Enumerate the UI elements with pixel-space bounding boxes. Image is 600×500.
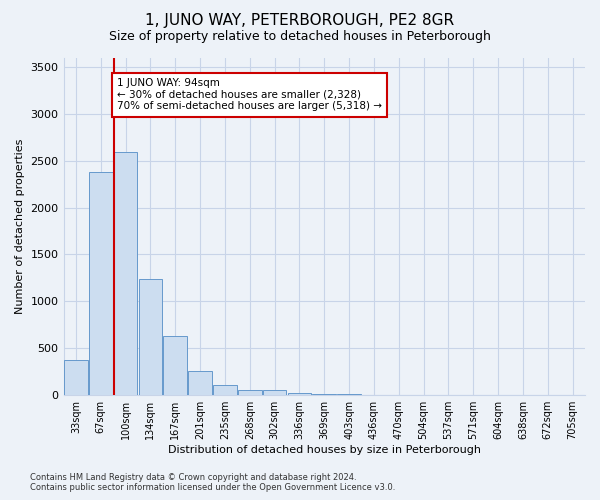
Text: Contains HM Land Registry data © Crown copyright and database right 2024.
Contai: Contains HM Land Registry data © Crown c… bbox=[30, 473, 395, 492]
Y-axis label: Number of detached properties: Number of detached properties bbox=[15, 138, 25, 314]
Bar bbox=[89, 172, 113, 395]
Bar bbox=[313, 394, 336, 395]
Bar bbox=[213, 386, 237, 395]
Bar bbox=[238, 390, 262, 395]
Text: 1, JUNO WAY, PETERBOROUGH, PE2 8GR: 1, JUNO WAY, PETERBOROUGH, PE2 8GR bbox=[145, 12, 455, 28]
Bar bbox=[188, 371, 212, 395]
Text: 1 JUNO WAY: 94sqm
← 30% of detached houses are smaller (2,328)
70% of semi-detac: 1 JUNO WAY: 94sqm ← 30% of detached hous… bbox=[117, 78, 382, 112]
Bar bbox=[64, 360, 88, 395]
Bar bbox=[114, 152, 137, 395]
Bar bbox=[287, 394, 311, 395]
Bar bbox=[337, 394, 361, 395]
Bar bbox=[139, 279, 162, 395]
Text: Size of property relative to detached houses in Peterborough: Size of property relative to detached ho… bbox=[109, 30, 491, 43]
Bar bbox=[263, 390, 286, 395]
X-axis label: Distribution of detached houses by size in Peterborough: Distribution of detached houses by size … bbox=[168, 445, 481, 455]
Bar bbox=[163, 336, 187, 395]
